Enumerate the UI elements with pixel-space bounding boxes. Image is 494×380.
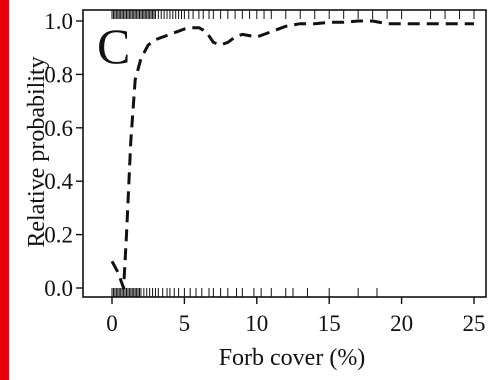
x-axis-label: Forb cover (%) (219, 345, 366, 371)
y-tick-label: 0.6 (44, 116, 73, 141)
x-tick-label: 15 (318, 311, 341, 336)
plot-frame (82, 9, 487, 298)
y-tick-label: 0.4 (44, 169, 73, 194)
left-accent-bar (0, 0, 9, 380)
x-tick-label: 0 (106, 311, 118, 336)
y-tick-label: 0.0 (44, 276, 73, 301)
x-tick-label: 10 (245, 311, 268, 336)
probability-curve (110, 19, 474, 290)
y-tick-label: 0.2 (44, 223, 73, 248)
panel-label: C (97, 18, 130, 74)
y-tick-label: 1.0 (44, 9, 73, 34)
y-axis-label: Relative probability (24, 56, 50, 247)
x-tick-label: 5 (179, 311, 191, 336)
y-tick-label: 0.8 (44, 62, 73, 87)
x-tick-label: 20 (390, 311, 413, 336)
x-tick-label: 25 (463, 311, 486, 336)
